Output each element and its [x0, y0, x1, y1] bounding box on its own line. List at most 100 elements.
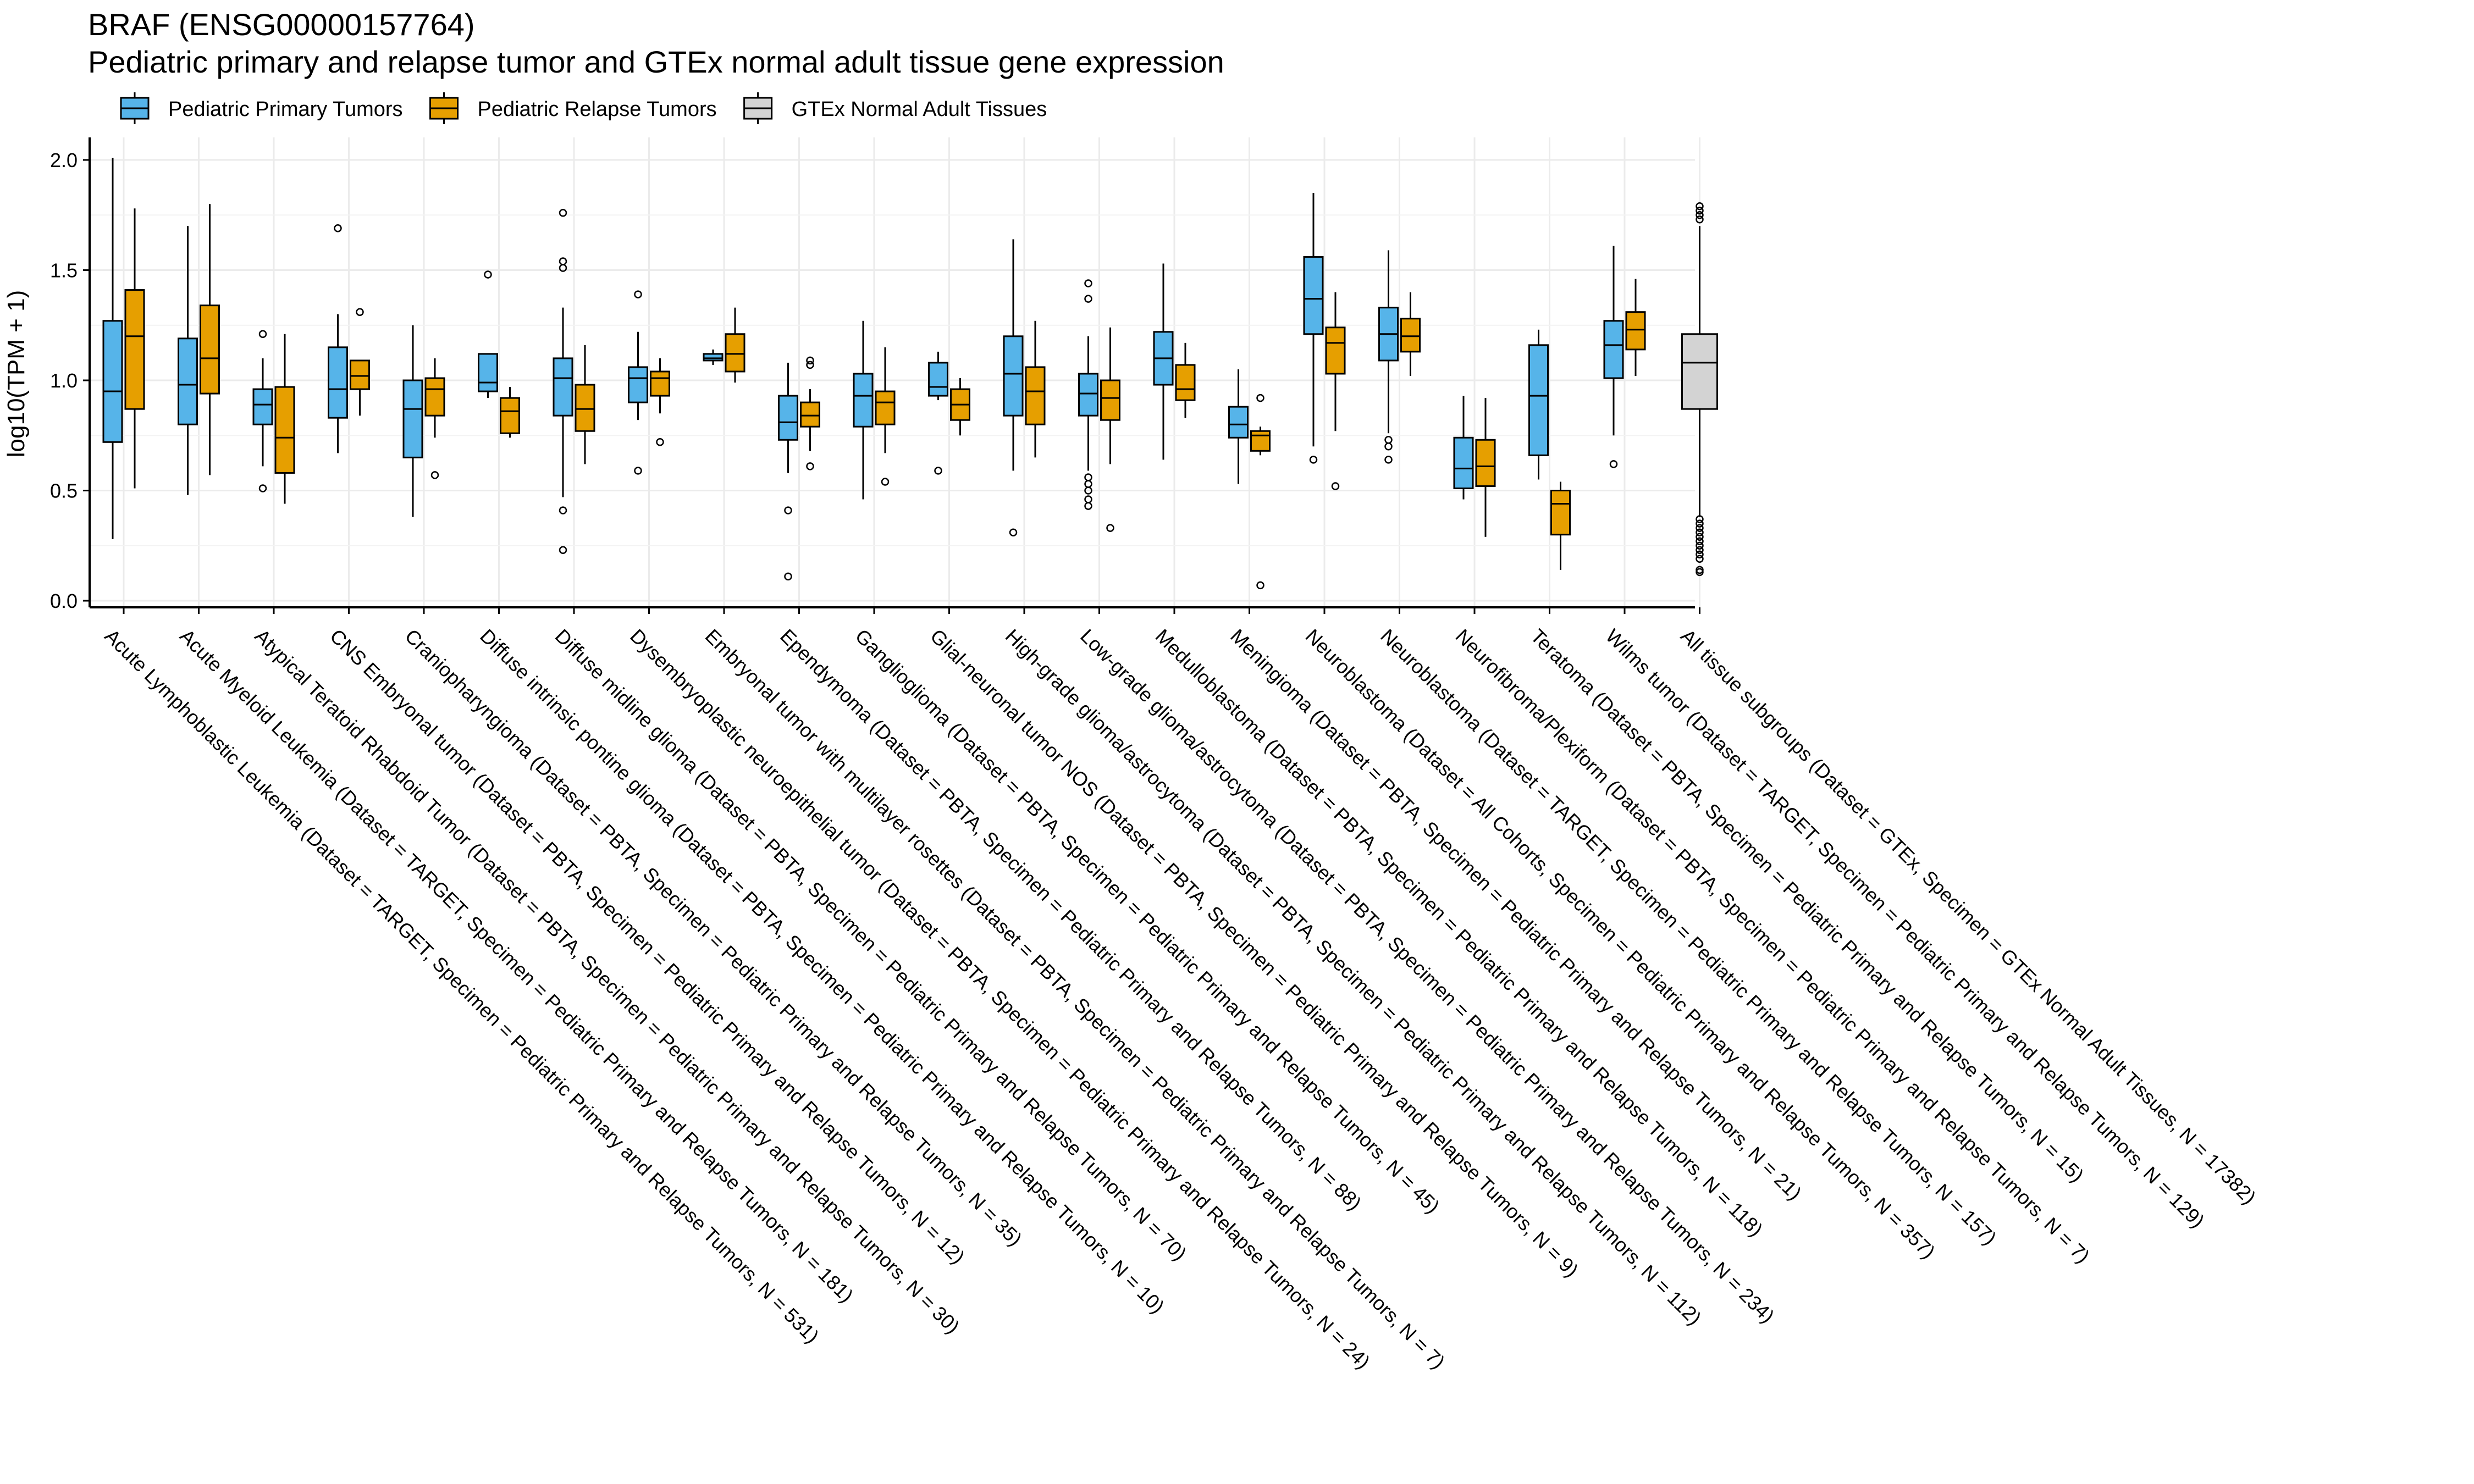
box	[1303, 193, 1324, 464]
x-tick-label: Ependymoma (Dataset = PBTA, Specimen = P…	[776, 624, 1366, 1214]
box	[252, 330, 273, 492]
box	[1153, 263, 1174, 460]
y-tick-label: 1.0	[50, 369, 78, 392]
x-tick-label: Acute Lymphoblastic Leukemia (Dataset = …	[101, 624, 824, 1347]
box-iqr	[1400, 318, 1421, 353]
box-iqr	[1228, 406, 1249, 439]
outlier-point	[881, 478, 890, 486]
outlier-point	[1696, 206, 1704, 215]
outlier-point	[258, 330, 267, 339]
outlier-point	[1696, 519, 1704, 528]
outlier-point	[1084, 279, 1092, 287]
box	[200, 204, 220, 475]
outlier-point	[634, 290, 642, 298]
box-iqr	[1550, 490, 1571, 536]
box	[853, 320, 874, 500]
box	[1175, 342, 1196, 418]
outlier-point	[934, 467, 942, 475]
outlier-point	[1084, 486, 1092, 495]
box-iqr	[725, 333, 745, 373]
outlier-point	[559, 546, 567, 555]
legend-label: Pediatric Relapse Tumors	[478, 98, 717, 121]
box-iqr	[1475, 439, 1496, 487]
outlier-point	[784, 506, 792, 514]
box-iqr	[252, 388, 273, 425]
outlier-point	[1696, 546, 1704, 555]
box-iqr	[650, 370, 670, 397]
outlier-point	[356, 308, 364, 316]
box	[725, 307, 745, 383]
box-iqr	[928, 362, 948, 397]
box-iqr	[1025, 366, 1046, 425]
outlier-point	[1696, 528, 1704, 536]
box-iqr	[500, 397, 520, 434]
box	[1250, 394, 1271, 590]
box	[553, 208, 573, 555]
box	[703, 349, 724, 365]
box-iqr	[703, 353, 724, 362]
series-pediatric-relapse-tumors	[124, 204, 1646, 590]
outlier-point	[1384, 456, 1393, 464]
outlier-point	[1696, 524, 1704, 532]
box	[1003, 239, 1024, 536]
legend: Pediatric Primary Tumors Pediatric Relaps…	[120, 92, 1047, 124]
x-tick-labels: Acute Lymphoblastic Leukemia (Dataset = …	[101, 624, 2261, 1373]
box	[1228, 369, 1249, 484]
x-tick-label: Ganglioglioma (Dataset = PBTA, Specimen …	[851, 624, 1444, 1217]
box	[1550, 481, 1571, 570]
outlier-point	[258, 484, 267, 492]
box	[1400, 292, 1421, 376]
box-iqr	[328, 346, 348, 419]
box	[1378, 250, 1399, 464]
outlier-point	[806, 361, 814, 369]
chart-title: BRAF (ENSG00000157764)	[88, 7, 475, 42]
box-iqr	[178, 337, 198, 425]
box	[650, 358, 670, 446]
box-iqr	[1003, 335, 1024, 417]
box	[1025, 320, 1046, 458]
outlier-point	[1696, 215, 1704, 224]
box-iqr	[875, 390, 896, 425]
box-iqr	[1603, 320, 1624, 379]
box	[1681, 202, 1718, 577]
x-tick-label: Diffuse intrinsic pontine glioma (Datase…	[476, 624, 1169, 1317]
box-iqr	[350, 359, 370, 390]
box	[424, 358, 445, 479]
x-tick-label: Meningioma (Dataset = PBTA, Specimen = P…	[1226, 624, 1806, 1204]
box	[500, 387, 520, 438]
box	[274, 334, 295, 504]
box-iqr	[853, 373, 874, 428]
outlier-point	[1696, 515, 1704, 523]
outlier-point	[334, 224, 342, 232]
outlier-point	[1696, 211, 1704, 219]
outlier-point	[559, 257, 567, 265]
series-pediatric-primary-tumors	[102, 157, 1624, 581]
box	[778, 362, 798, 581]
box	[628, 290, 648, 475]
outlier-point	[559, 264, 567, 272]
legend-label: GTEx Normal Adult Tissues	[792, 98, 1047, 121]
outlier-point	[430, 471, 439, 479]
box	[178, 226, 198, 495]
box	[1453, 396, 1474, 500]
box-iqr	[1078, 373, 1098, 417]
x-tick-label: Atypical Teratoid Rhabdoid Tumor (Datase…	[251, 624, 964, 1338]
box	[1078, 279, 1098, 510]
box	[102, 157, 123, 539]
box	[124, 208, 145, 489]
box-iqr	[124, 289, 145, 410]
box-iqr	[1303, 256, 1324, 335]
legend-item: Pediatric Relapse Tumors	[429, 92, 717, 124]
box-iqr	[628, 366, 648, 403]
x-tick-label: Low-grade glioma/astrocytoma (Dataset = …	[1076, 624, 1779, 1327]
box	[1528, 329, 1549, 480]
outlier-point	[559, 208, 567, 217]
gridlines	[90, 137, 1700, 607]
box	[575, 345, 595, 464]
box	[1603, 246, 1624, 468]
y-tick-label: 2.0	[50, 149, 78, 171]
box-iqr	[424, 377, 445, 417]
outlier-point	[1609, 460, 1618, 468]
box-iqr	[1528, 344, 1549, 456]
